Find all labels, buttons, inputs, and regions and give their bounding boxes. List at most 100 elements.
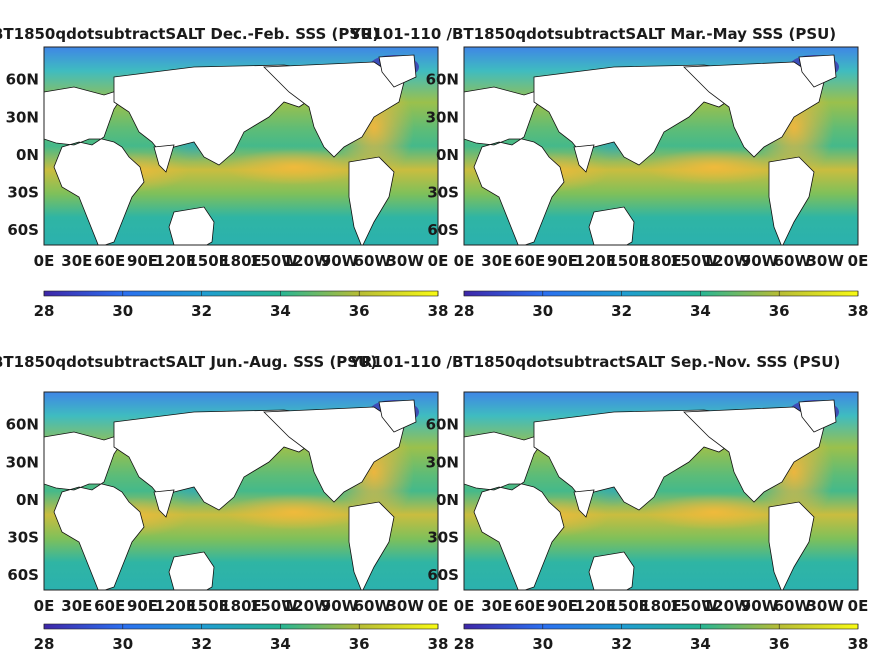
x-tick-label: 0E	[428, 597, 449, 615]
x-tick-label: 90W	[741, 597, 779, 615]
x-tick-label: 150E	[187, 597, 229, 615]
x-tick-label: 120E	[575, 597, 617, 615]
x-tick-label: 0E	[34, 252, 55, 270]
y-tick-label: 30N	[426, 453, 459, 471]
map-frame	[43, 391, 439, 591]
colorbar: 28 30 32 34 36 38	[454, 290, 868, 320]
colorbar-tick-label: 34	[690, 635, 711, 653]
x-tick-label: 90E	[127, 597, 158, 615]
y-tick-label: 30S	[7, 184, 39, 202]
x-tick-label: 150E	[607, 252, 649, 270]
panel-title: YR101-110 /BT1850qdotsubtractSALT Jun.-A…	[0, 353, 377, 371]
y-tick-label: 60N	[6, 71, 39, 89]
colorbar-tick-label: 28	[454, 635, 475, 653]
x-tick-label: 180E	[220, 252, 262, 270]
colorbar-tick-label: 36	[769, 635, 790, 653]
x-tick-label: 120E	[575, 252, 617, 270]
colorbar-tick-label: 34	[690, 302, 711, 320]
x-tick-label: 30E	[481, 252, 512, 270]
colorbar-tick-label: 32	[611, 302, 632, 320]
x-tick-label: 120E	[155, 252, 197, 270]
x-tick-label: 0E	[848, 597, 869, 615]
x-tick-label: 120W	[283, 252, 331, 270]
x-tick-label: 60E	[514, 597, 545, 615]
x-tick-label: 30E	[61, 252, 92, 270]
y-tick-label: 0N	[436, 146, 459, 164]
colorbar-tick-label: 30	[532, 302, 553, 320]
x-tick-label: 120W	[703, 597, 751, 615]
x-tick-label: 150W	[670, 252, 718, 270]
y-tick-label: 30N	[426, 108, 459, 126]
x-tick-label: 30E	[481, 597, 512, 615]
panel-title: YR101-110 /BT1850qdotsubtractSALT Dec.-F…	[0, 25, 379, 43]
x-tick-label: 60W	[354, 252, 392, 270]
map-panel-3: YR101-110 /BT1850qdotsubtractSALT Jun.-A…	[0, 353, 448, 653]
colorbar-tick-label: 38	[428, 302, 449, 320]
panel-title: YR101-110 /BT1850qdotsubtractSALT Sep.-N…	[349, 353, 840, 371]
x-tick-label: 60E	[514, 252, 545, 270]
x-tick-label: 90W	[741, 252, 779, 270]
colorbar-tick-label: 36	[769, 302, 790, 320]
colorbar-gradient	[463, 623, 859, 630]
colorbar: 28 30 32 34 36 38	[34, 623, 448, 653]
y-tick-label: 60N	[6, 416, 39, 434]
map-frame	[463, 391, 859, 591]
y-tick-label: 60S	[427, 221, 459, 239]
colorbar-tick-label: 32	[611, 635, 632, 653]
colorbar-tick-label: 30	[532, 635, 553, 653]
salinity-field	[44, 392, 438, 590]
colorbar: 28 30 32 34 36 38	[454, 623, 868, 653]
x-tick-label: 0E	[34, 597, 55, 615]
x-tick-label: 60E	[94, 597, 125, 615]
colorbar-tick-label: 30	[112, 635, 133, 653]
x-tick-label: 150E	[187, 252, 229, 270]
x-tick-label: 120E	[155, 597, 197, 615]
y-tick-label: 30S	[427, 184, 459, 202]
x-tick-label: 150W	[670, 597, 718, 615]
map-frame	[463, 46, 859, 246]
colorbar-tick-label: 32	[191, 302, 212, 320]
x-tick-label: 0E	[454, 597, 475, 615]
x-tick-label: 120W	[703, 252, 751, 270]
colorbar-gradient	[43, 623, 439, 630]
panel-title: YR101-110 /BT1850qdotsubtractSALT Mar.-M…	[349, 25, 836, 43]
x-tick-label: 180E	[220, 597, 262, 615]
colorbar-tick-label: 28	[34, 302, 55, 320]
y-tick-label: 0N	[16, 146, 39, 164]
colorbar: 28 30 32 34 36 38	[34, 290, 449, 320]
x-tick-label: 0E	[454, 252, 475, 270]
y-tick-label: 30N	[6, 453, 39, 471]
x-tick-label: 30E	[61, 597, 92, 615]
y-tick-label: 30N	[6, 108, 39, 126]
y-tick-label: 30S	[7, 529, 39, 547]
x-tick-label: 90W	[321, 252, 359, 270]
map-panel-4: YR101-110 /BT1850qdotsubtractSALT Sep.-N…	[349, 353, 868, 653]
y-tick-label: 60S	[7, 566, 39, 584]
map-panel-1: YR101-110 /BT1850qdotsubtractSALT Dec.-F…	[0, 25, 448, 320]
x-tick-label: 0E	[428, 252, 449, 270]
x-tick-label: 60E	[94, 252, 125, 270]
colorbar-tick-label: 36	[349, 302, 370, 320]
x-tick-label: 30W	[386, 597, 424, 615]
x-tick-label: 150W	[250, 597, 298, 615]
colorbar-gradient	[463, 290, 859, 297]
x-tick-label: 30W	[806, 252, 844, 270]
x-tick-label: 30W	[386, 252, 424, 270]
x-tick-label: 90W	[321, 597, 359, 615]
x-tick-label: 0E	[848, 252, 869, 270]
map-panel-2: YR101-110 /BT1850qdotsubtractSALT Mar.-M…	[349, 25, 868, 320]
y-tick-label: 0N	[16, 491, 39, 509]
y-tick-label: 60S	[7, 221, 39, 239]
y-tick-label: 60N	[426, 416, 459, 434]
x-tick-label: 90E	[547, 252, 578, 270]
x-tick-label: 30W	[806, 597, 844, 615]
x-tick-label: 90E	[127, 252, 158, 270]
y-tick-label: 60N	[426, 71, 459, 89]
colorbar-tick-label: 32	[191, 635, 212, 653]
x-tick-label: 60W	[774, 597, 812, 615]
colorbar-tick-label: 34	[270, 302, 291, 320]
colorbar-tick-label: 30	[112, 302, 133, 320]
y-tick-label: 30S	[427, 529, 459, 547]
salinity-field	[464, 392, 858, 590]
